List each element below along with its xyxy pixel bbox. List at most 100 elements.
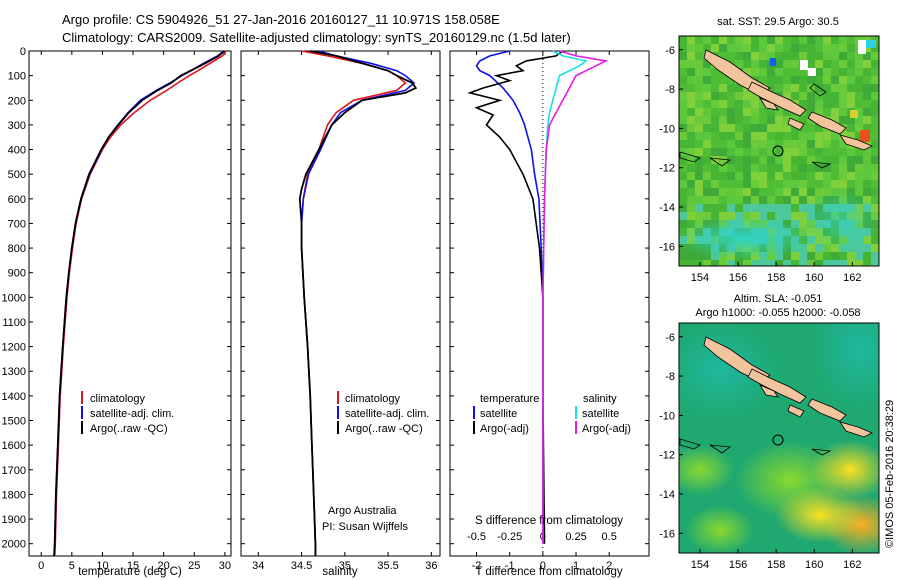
- sst-pixel: [703, 100, 711, 108]
- sst-pixel: [695, 60, 703, 68]
- sst-pixel: [839, 44, 847, 52]
- sst-pixel: [695, 252, 703, 260]
- sst-pixel: [743, 148, 751, 156]
- sst-pixel: [791, 36, 799, 44]
- sst-pixel: [735, 52, 743, 60]
- sst-pixel: [687, 140, 695, 148]
- sst-pixel: [783, 84, 791, 92]
- sst-pixel: [831, 36, 839, 44]
- legend-climatology: climatology: [345, 393, 401, 405]
- sst-pixel: [871, 100, 879, 108]
- sst-pixel: [703, 68, 711, 76]
- map-x-tick-label: 154: [691, 559, 709, 571]
- salinity-panel: [240, 50, 441, 557]
- sst-pixel: [839, 252, 847, 260]
- sst-pixel: [847, 116, 855, 124]
- sst-pixel: [815, 52, 823, 60]
- sla-patch: [679, 445, 735, 495]
- map-x-tick-label: 162: [843, 559, 861, 571]
- sst-map-frame: [678, 35, 880, 267]
- sst-pixel: [727, 116, 735, 124]
- sst-pixel: [783, 164, 791, 172]
- sst-pixel: [703, 164, 711, 172]
- sst-pixel: [831, 68, 839, 76]
- sst-pixel: [871, 76, 879, 84]
- sst-pixel: [799, 140, 807, 148]
- sst-pixel: [759, 124, 767, 132]
- sst-pixel: [767, 116, 775, 124]
- sst-pixel: [775, 116, 783, 124]
- sst-pixel: [839, 260, 847, 266]
- sst-pixel: [839, 116, 847, 124]
- sst-pixel: [783, 188, 791, 196]
- sst-pixel: [695, 188, 703, 196]
- sst-pixel: [831, 156, 839, 164]
- sst-pixel: [735, 140, 743, 148]
- sst-pixel: [751, 36, 759, 44]
- x-tick-label: 35.5: [377, 560, 398, 572]
- sst-pixel: [783, 116, 791, 124]
- sst-pixel: [743, 92, 751, 100]
- sst-pixel: [871, 164, 879, 172]
- sst-pixel: [783, 108, 791, 116]
- sst-pixel: [727, 260, 735, 266]
- sst-pixel: [759, 180, 767, 188]
- sst-pixel: [679, 252, 687, 260]
- sst-pixel: [855, 156, 863, 164]
- sst-pixel: [727, 36, 735, 44]
- sst-pixel: [695, 148, 703, 156]
- sst-map-title: sat. SST: 29.5 Argo: 30.5: [717, 16, 839, 28]
- sst-pixel: [871, 148, 879, 156]
- sst-pixel: [767, 212, 775, 220]
- sst-pixel: [839, 156, 847, 164]
- sst-pixel: [831, 108, 839, 116]
- sst-pixel: [855, 148, 863, 156]
- sst-pixel: [679, 108, 687, 116]
- sst-pixel: [831, 60, 839, 68]
- sst-pixel: [719, 172, 727, 180]
- sst-pixel: [847, 44, 855, 52]
- sst-pixel: [767, 196, 775, 204]
- sst-pixel: [759, 188, 767, 196]
- sst-pixel: [855, 92, 863, 100]
- sst-pixel: [719, 204, 727, 212]
- sst-pixel: [815, 92, 823, 100]
- x-tick-label: 25: [188, 560, 200, 572]
- sst-pixel: [695, 92, 703, 100]
- depth-tick-label: 0: [20, 46, 26, 58]
- depth-tick-label: 1900: [2, 514, 26, 526]
- sst-pixel: [815, 252, 823, 260]
- map-x-tick-label: 154: [691, 272, 709, 284]
- s-tick-label: 0.5: [602, 531, 617, 543]
- sst-pixel: [799, 84, 807, 92]
- legend-argo: Argo(..raw -QC): [90, 423, 168, 435]
- sst-pixel: [791, 172, 799, 180]
- sst-pixel: [791, 68, 799, 76]
- sst-pixel: [863, 108, 871, 116]
- argo-position-marker: [772, 145, 784, 157]
- sst-pixel: [815, 180, 823, 188]
- sst-pixel: [687, 76, 695, 84]
- sst-pixel: [735, 180, 743, 188]
- map-x-tick-label: 160: [805, 272, 823, 284]
- sst-pixel: [727, 132, 735, 140]
- sst-pixel: [751, 172, 759, 180]
- sst-pixel: [727, 76, 735, 84]
- sst-pixel: [815, 108, 823, 116]
- sst-pixel: [703, 180, 711, 188]
- sst-pixel: [751, 52, 759, 60]
- depth-axis: 0 100 200 300 400 500 600 700 800 900 1000 1100 1200…: [2, 46, 649, 551]
- sst-pixel: [855, 260, 863, 266]
- sst-pixel: [855, 244, 863, 252]
- series-line-climatology: [53, 50, 227, 557]
- temperature-chart: 0 5 10 15 20 25 30: [38, 50, 231, 572]
- sst-pixel: [871, 132, 879, 140]
- sst-pixel: [711, 116, 719, 124]
- sst-pixel: [767, 44, 775, 52]
- sst-pixel: [679, 188, 687, 196]
- sst-pixel: [711, 92, 719, 100]
- sst-pixel: [743, 132, 751, 140]
- island: [839, 134, 873, 151]
- map-y-tick-label: -16: [659, 528, 675, 540]
- sst-pixel: [727, 108, 735, 116]
